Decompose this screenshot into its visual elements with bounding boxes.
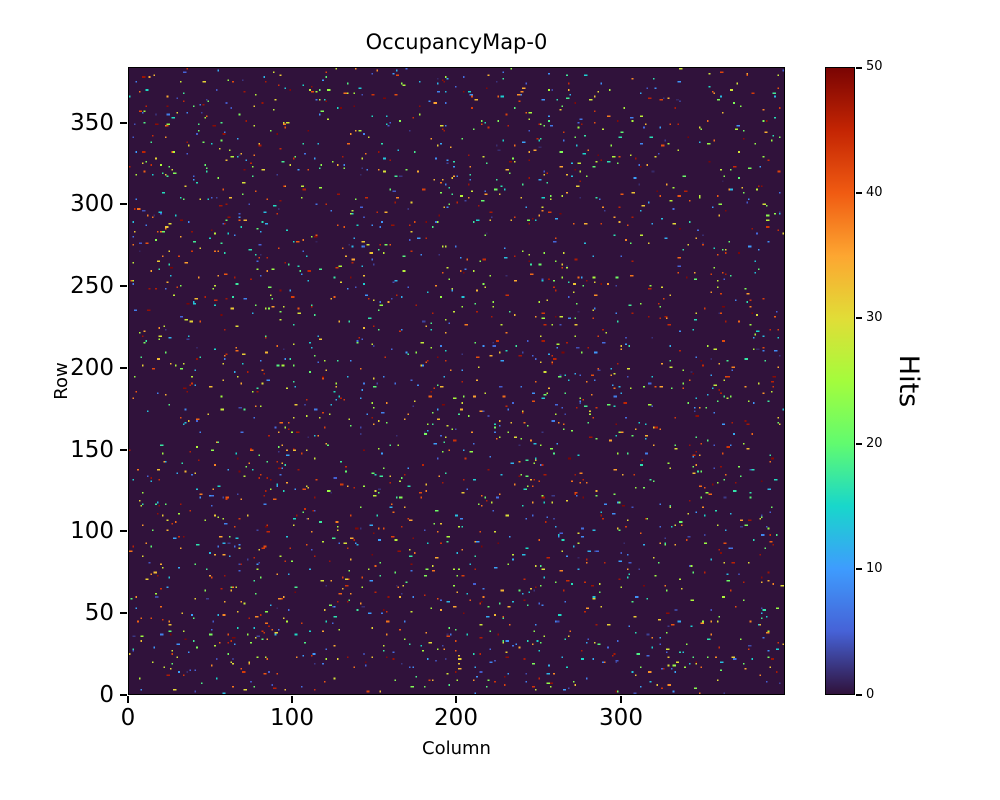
colorbar-label: Hits <box>893 354 924 408</box>
y-tick <box>120 367 127 369</box>
colorbar-tick <box>856 443 862 445</box>
y-tick-label: 0 <box>99 682 114 708</box>
colorbar-gradient <box>826 68 854 694</box>
x-tick <box>127 696 129 703</box>
x-tick <box>291 696 293 703</box>
colorbar-tick <box>856 67 862 69</box>
colorbar-tick <box>856 568 862 570</box>
colorbar-tick <box>856 317 862 319</box>
y-axis-label: Row <box>51 362 72 400</box>
x-tick <box>620 696 622 703</box>
y-tick-label: 250 <box>70 273 114 299</box>
x-tick-label: 200 <box>434 705 478 731</box>
y-tick-label: 150 <box>70 437 114 463</box>
y-tick-label: 50 <box>84 600 114 626</box>
y-tick <box>120 285 127 287</box>
colorbar-tick-label: 50 <box>866 59 883 74</box>
x-tick <box>455 696 457 703</box>
y-tick <box>120 122 127 124</box>
x-tick-label: 100 <box>270 705 314 731</box>
x-axis-label: Column <box>422 738 491 759</box>
y-tick <box>120 694 127 696</box>
colorbar-tick-label: 0 <box>866 687 875 702</box>
heatmap-plot-area <box>128 67 785 695</box>
x-tick-label: 0 <box>120 705 136 731</box>
y-tick <box>120 530 127 532</box>
colorbar-tick-label: 30 <box>866 310 883 325</box>
y-tick-label: 350 <box>70 110 114 136</box>
colorbar-tick-label: 10 <box>866 561 883 576</box>
y-tick <box>120 203 127 205</box>
y-tick <box>120 612 127 614</box>
y-tick <box>120 449 127 451</box>
plot-title: OccupancyMap-0 <box>365 30 548 54</box>
x-tick-label: 300 <box>599 705 643 731</box>
colorbar-tick <box>856 694 862 696</box>
y-tick-label: 100 <box>70 518 114 544</box>
y-tick-label: 200 <box>70 355 114 381</box>
heatmap-canvas <box>129 68 784 694</box>
colorbar <box>825 67 855 695</box>
y-tick-label: 300 <box>70 191 114 217</box>
colorbar-tick-label: 40 <box>866 185 883 200</box>
colorbar-tick-label: 20 <box>866 436 883 451</box>
colorbar-tick <box>856 192 862 194</box>
